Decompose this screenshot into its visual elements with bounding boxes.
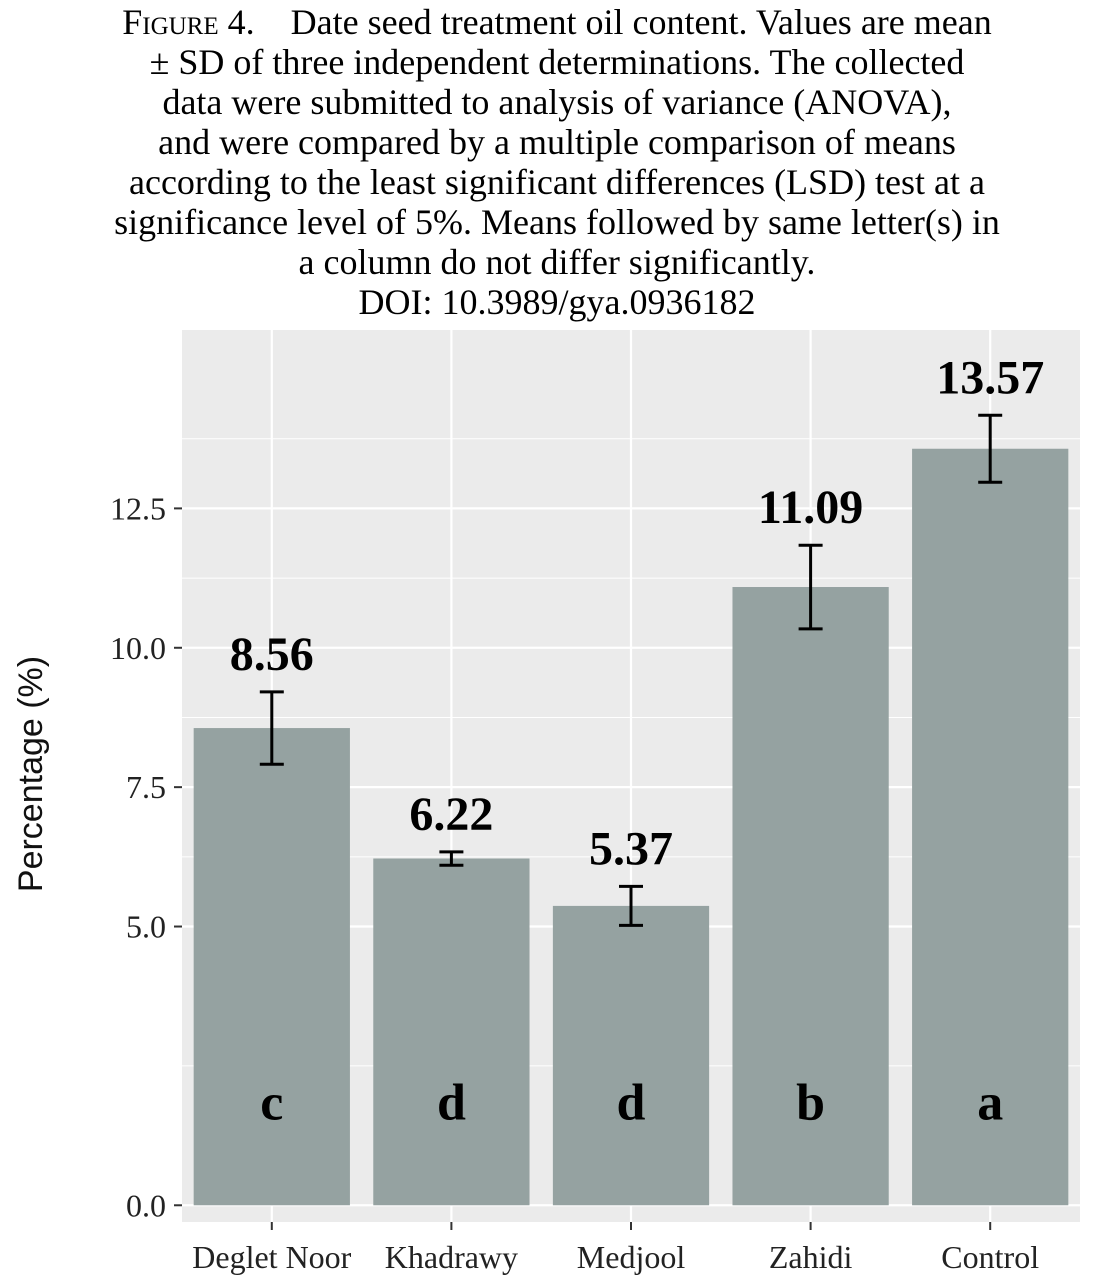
significance-letter: b	[796, 1074, 825, 1131]
figure-label: Figure 4.	[122, 2, 255, 42]
y-tick-label: 7.5	[126, 769, 166, 805]
figure-caption: Figure 4. Date seed treatment oil conten…	[0, 2, 1114, 322]
caption-doi: DOI: 10.3989/gya.0936182	[358, 282, 756, 322]
data-label: 6.22	[409, 788, 493, 841]
caption-text-1: Date seed treatment oil content. Values …	[290, 2, 992, 42]
bar-control	[912, 448, 1069, 1206]
data-label: 8.56	[230, 628, 314, 681]
bar-khadrawy	[373, 858, 530, 1206]
significance-letter: d	[617, 1074, 646, 1131]
data-label: 11.09	[758, 481, 863, 534]
y-tick-label: 10.0	[110, 630, 166, 666]
y-axis-title: Percentage (%)	[12, 656, 50, 892]
axes: 0.0 5.0 7.5 10.0 12.5 Deglet Noor Khadrawy Medj…	[110, 490, 1039, 1275]
data-label: 5.37	[589, 822, 673, 875]
x-tick-label: Control	[941, 1239, 1039, 1275]
data-label: 13.57	[936, 351, 1044, 404]
bar-medjool	[552, 905, 710, 1206]
y-tick-label: 0.0	[126, 1187, 166, 1223]
x-tick-label: Khadrawy	[385, 1239, 518, 1275]
significance-letter: c	[260, 1074, 283, 1131]
caption-line-6: significance level of 5%. Means followed…	[114, 202, 1000, 242]
bars: 8.56 c 6.22 d 5.37 d 11.09 b 13.57 a	[193, 351, 1069, 1206]
caption-line-2: ± SD of three independent determinations…	[149, 42, 965, 82]
y-tick-label: 12.5	[110, 490, 166, 526]
caption-line-7: a column do not differ significantly.	[298, 242, 816, 282]
bar-deglet-noor	[193, 728, 350, 1206]
caption-line-4: and were compared by a multiple comparis…	[158, 122, 956, 162]
caption-line-3: data were submitted to analysis of varia…	[162, 82, 952, 122]
significance-letter: a	[977, 1074, 1003, 1131]
x-tick-label: Medjool	[577, 1239, 686, 1275]
y-tick-label: 5.0	[126, 909, 166, 945]
x-tick-label: Zahidi	[769, 1239, 853, 1275]
bar-zahidi	[732, 587, 889, 1206]
significance-letter: d	[437, 1074, 466, 1131]
caption-line-1: Figure 4. Date seed treatment oil conten…	[0, 2, 1114, 42]
caption-line-5: according to the least significant diffe…	[128, 162, 986, 202]
x-tick-label: Deglet Noor	[192, 1239, 351, 1275]
